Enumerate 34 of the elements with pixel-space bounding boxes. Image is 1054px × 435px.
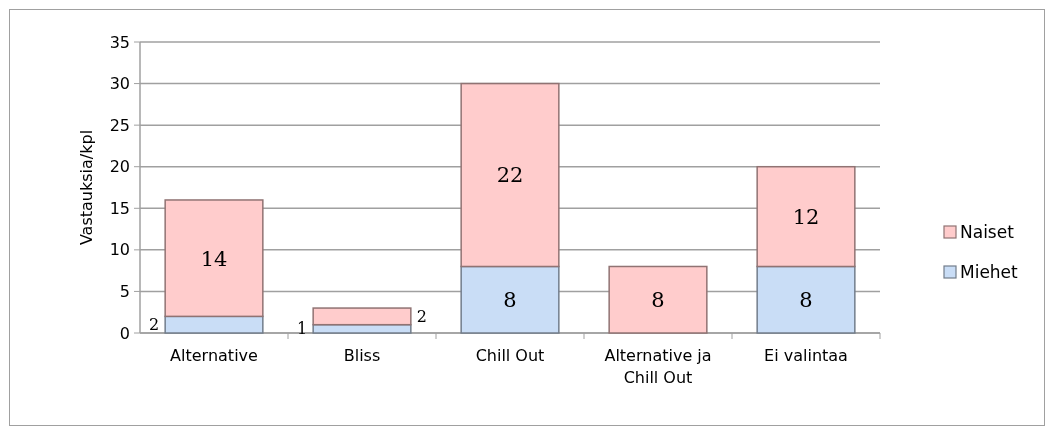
bar <box>608 265 708 334</box>
y-tick-label: 0 <box>119 323 130 343</box>
x-tick-label: Ei valintaa <box>764 346 848 365</box>
bar <box>460 265 560 334</box>
data-label: 8 <box>799 288 813 313</box>
legend-label: Miehet <box>960 261 1019 282</box>
bar <box>164 199 264 318</box>
legend-label: Naiset <box>960 221 1015 242</box>
data-label: 8 <box>503 288 517 313</box>
x-tick-label: Bliss <box>343 346 381 365</box>
bar <box>756 265 856 334</box>
y-axis-title: Vastauksia/kpl <box>77 129 96 246</box>
data-label: 12 <box>792 204 820 229</box>
bar <box>164 315 264 334</box>
bar <box>756 165 856 268</box>
x-tick-label: Chill Out <box>475 346 545 365</box>
y-tick-label: 10 <box>109 240 130 260</box>
data-label: 8 <box>651 288 665 313</box>
y-tick-label: 20 <box>109 157 130 177</box>
data-label: 14 <box>200 246 228 271</box>
bar <box>460 82 560 268</box>
x-tick-label: Alternative <box>170 346 258 365</box>
data-label: 1 <box>296 319 308 339</box>
bar <box>312 323 412 334</box>
y-tick-label: 25 <box>109 115 130 135</box>
x-tick-label: Alternative ja Chill Out <box>604 346 712 387</box>
y-tick-label: 5 <box>119 282 130 302</box>
data-label: 22 <box>496 163 524 188</box>
data-label: 2 <box>148 315 160 335</box>
data-label: 2 <box>416 306 428 326</box>
y-tick-label: 30 <box>109 74 130 94</box>
bar <box>312 307 412 326</box>
y-tick-label: 15 <box>109 198 130 218</box>
y-tick-label: 35 <box>109 32 130 52</box>
